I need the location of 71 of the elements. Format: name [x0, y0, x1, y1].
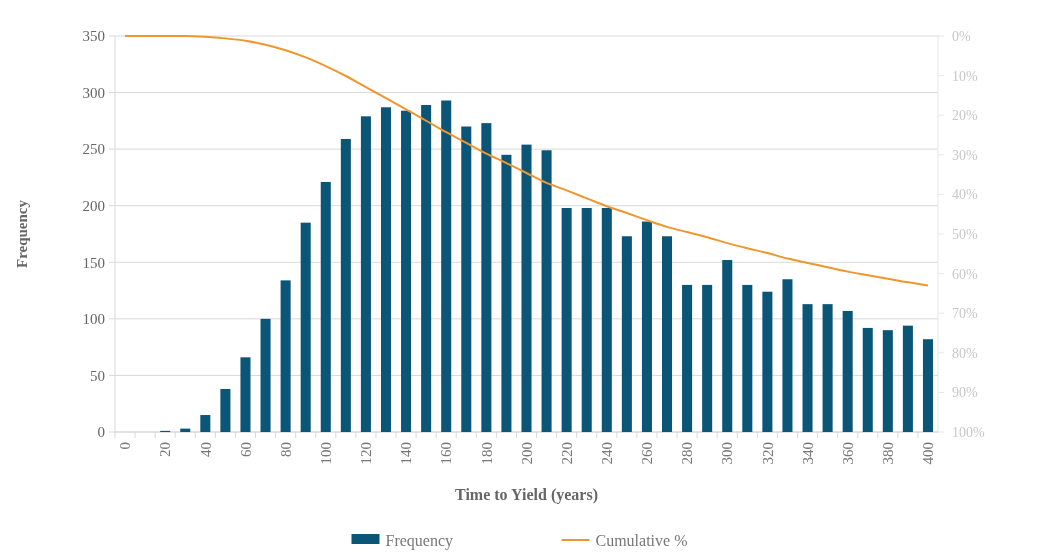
bar: [220, 389, 231, 432]
bar: [260, 318, 271, 432]
x-tick-label: 20: [157, 442, 174, 457]
legend-label: Cumulative %: [595, 531, 688, 549]
bar: [922, 339, 933, 432]
y-tick-label: 100: [82, 311, 105, 328]
x-tick-label: 240: [599, 442, 616, 465]
x-tick-label: 380: [880, 442, 897, 465]
y-tick-label: 250: [82, 141, 105, 158]
y-tick-label: 150: [82, 254, 105, 271]
y-tick-label: 0: [97, 424, 105, 441]
y-tick-label: 300: [82, 84, 105, 101]
bar: [802, 304, 813, 432]
x-tick-label: 120: [358, 442, 375, 465]
bar: [902, 325, 913, 432]
x-tick-label: 180: [478, 442, 495, 465]
bar: [742, 284, 753, 432]
x-tick-label: 40: [197, 442, 214, 457]
legend-label: Frequency: [385, 531, 454, 550]
bar: [541, 150, 552, 432]
bar: [882, 330, 893, 432]
x-tick-label: 340: [799, 442, 816, 465]
bar: [682, 284, 693, 432]
bar: [200, 415, 211, 432]
x-tick-label: 0: [117, 442, 134, 450]
x-tick-label: 60: [237, 442, 254, 457]
bar: [461, 126, 472, 432]
bar: [641, 221, 652, 432]
bar: [340, 138, 351, 432]
bar: [561, 207, 572, 432]
x-tick-label: 100: [318, 442, 335, 465]
bar: [421, 105, 432, 432]
bar: [722, 260, 733, 432]
bar: [481, 123, 492, 432]
bar: [702, 284, 713, 432]
bar: [441, 100, 452, 432]
bar: [300, 222, 311, 432]
x-tick-label: 400: [920, 442, 937, 465]
x-tick-label: 160: [438, 442, 455, 465]
x-tick-label: 200: [518, 442, 535, 465]
x-axis-title: Time to Yield (years): [455, 486, 598, 504]
x-tick-label: 140: [398, 442, 415, 465]
bar: [782, 279, 793, 432]
bar: [862, 327, 873, 432]
bar: [842, 310, 853, 432]
bar: [521, 144, 532, 432]
y-tick-label: 50: [90, 367, 105, 384]
x-tick-label: 280: [679, 442, 696, 465]
bar: [762, 291, 773, 432]
bar: [601, 207, 612, 432]
bar: [401, 110, 412, 432]
bar: [621, 236, 632, 432]
y-tick-label: 350: [82, 28, 105, 45]
x-tick-label: 260: [639, 442, 656, 465]
bar: [320, 181, 331, 432]
x-tick-label: 220: [558, 442, 575, 465]
bar: [501, 154, 512, 432]
x-tick-label: 360: [839, 442, 856, 465]
bar: [360, 116, 371, 432]
bar: [240, 357, 251, 432]
bar: [822, 304, 833, 432]
x-tick-label: 80: [277, 442, 294, 457]
bar: [661, 236, 673, 432]
y-tick-label: 200: [82, 197, 105, 214]
y-axis-title: Frequency: [14, 199, 30, 269]
bar: [581, 207, 592, 432]
bar: [380, 107, 392, 432]
x-tick-label: 320: [759, 442, 776, 465]
x-tick-label: 300: [719, 442, 736, 465]
line-series: [124, 35, 929, 287]
bar: [280, 280, 291, 432]
